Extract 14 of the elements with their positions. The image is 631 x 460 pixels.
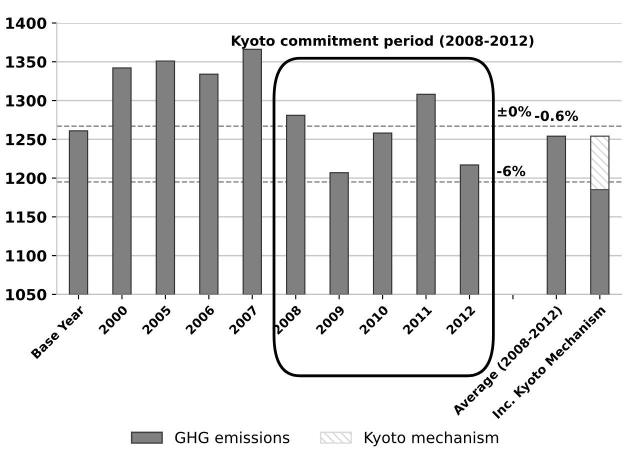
y-tick-label: 1350 [6,56,46,68]
y-tick-label: 1300 [6,95,46,107]
y-tick-label: 1200 [6,172,46,184]
annotation: -0.6% [534,110,578,122]
y-tick-label: 1250 [6,134,46,146]
legend-label: Kyoto mechanism [364,431,498,446]
y-tick-label: 1150 [6,211,46,223]
annotation: Kyoto commitment period (2008-2012) [232,35,534,49]
annotation: ±0% [498,106,532,117]
y-tick-label: 1050 [6,288,46,300]
y-tick-label: 1100 [6,250,46,262]
y-tick-label: 1400 [6,17,46,30]
annotation: -6% [497,166,526,176]
legend-label: GHG emissions [175,431,290,444]
